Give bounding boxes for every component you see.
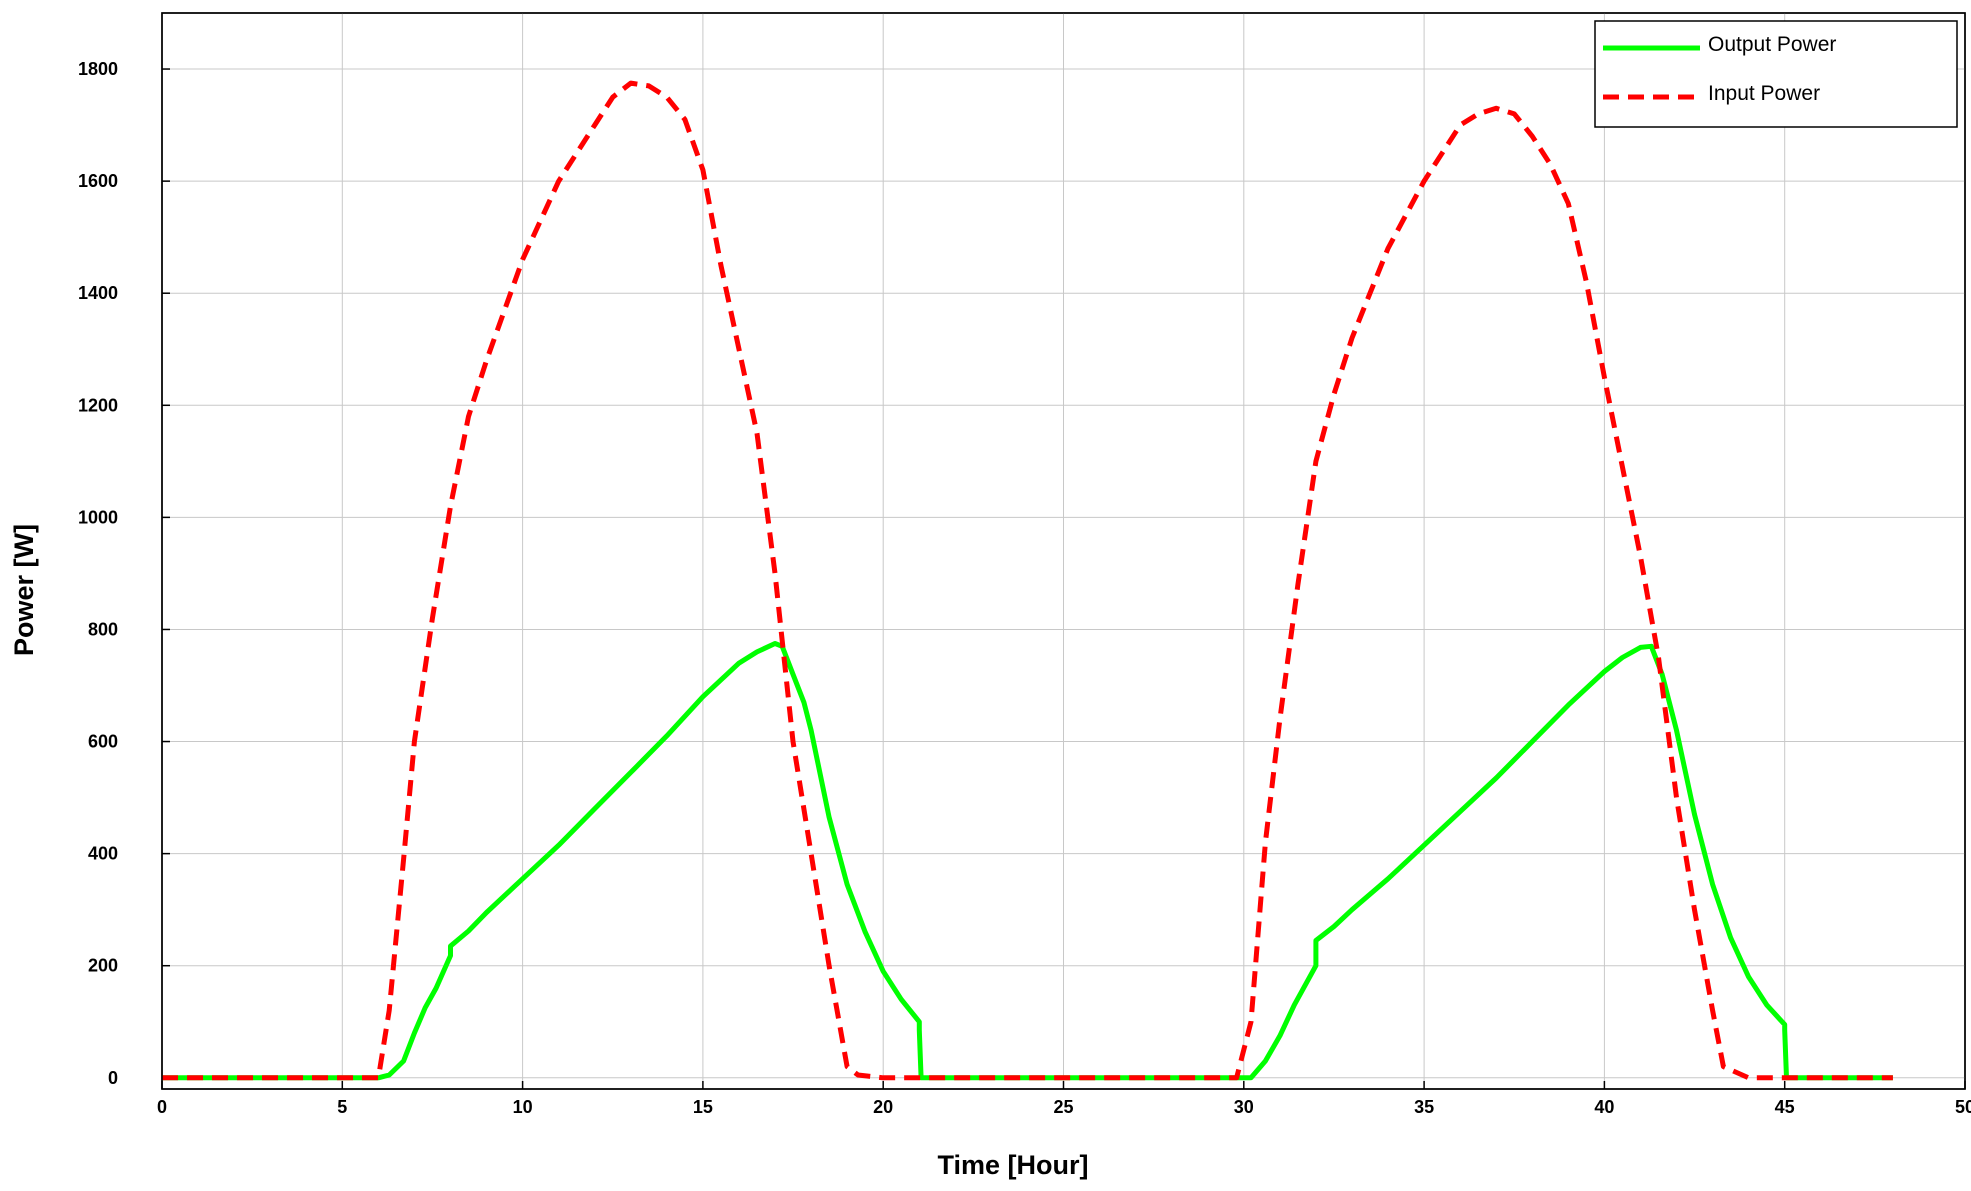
- x-tick-label-10: 50: [1955, 1097, 1971, 1117]
- x-tick-label-4: 20: [873, 1097, 893, 1117]
- legend-label-output-power: Output Power: [1708, 33, 1836, 56]
- y-tick-label-8: 1600: [78, 171, 118, 191]
- x-tick-label-5: 25: [1053, 1097, 1073, 1117]
- y-tick-label-3: 600: [88, 732, 118, 752]
- y-tick-label-7: 1400: [78, 283, 118, 303]
- x-tick-label-9: 45: [1775, 1097, 1795, 1117]
- y-axis-ticks: 0 200 400 600 800 1000 1200 1400 1600 1800: [78, 59, 170, 1088]
- x-tick-label-3: 15: [693, 1097, 713, 1117]
- x-axis-ticks: 0 5 10 15 20 25 30 35 40 45 50: [157, 1081, 1971, 1117]
- y-tick-label-1: 200: [88, 956, 118, 976]
- legend: Output Power Input Power: [1594, 20, 1958, 128]
- y-tick-label-4: 800: [88, 619, 118, 639]
- legend-box: [1594, 20, 1958, 128]
- x-axis-title: Time [Hour]: [937, 1150, 1088, 1180]
- series-lines: [162, 80, 1893, 1081]
- y-tick-label-0: 0: [108, 1068, 118, 1088]
- plot-border: [161, 12, 1966, 1090]
- legend-label-input-power: Input Power: [1708, 82, 1820, 105]
- y-axis-title: Power [W]: [9, 524, 39, 656]
- x-tick-label-0: 0: [157, 1097, 167, 1117]
- x-tick-label-7: 35: [1414, 1097, 1434, 1117]
- x-tick-label-6: 30: [1234, 1097, 1254, 1117]
- y-tick-label-9: 1800: [78, 59, 118, 79]
- x-tick-label-8: 40: [1594, 1097, 1614, 1117]
- x-tick-label-2: 10: [513, 1097, 533, 1117]
- series-line-input-power: [162, 80, 1893, 1081]
- y-tick-label-2: 400: [88, 844, 118, 864]
- y-tick-label-5: 1000: [78, 507, 118, 527]
- y-tick-label-6: 1200: [78, 395, 118, 415]
- x-tick-label-1: 5: [337, 1097, 347, 1117]
